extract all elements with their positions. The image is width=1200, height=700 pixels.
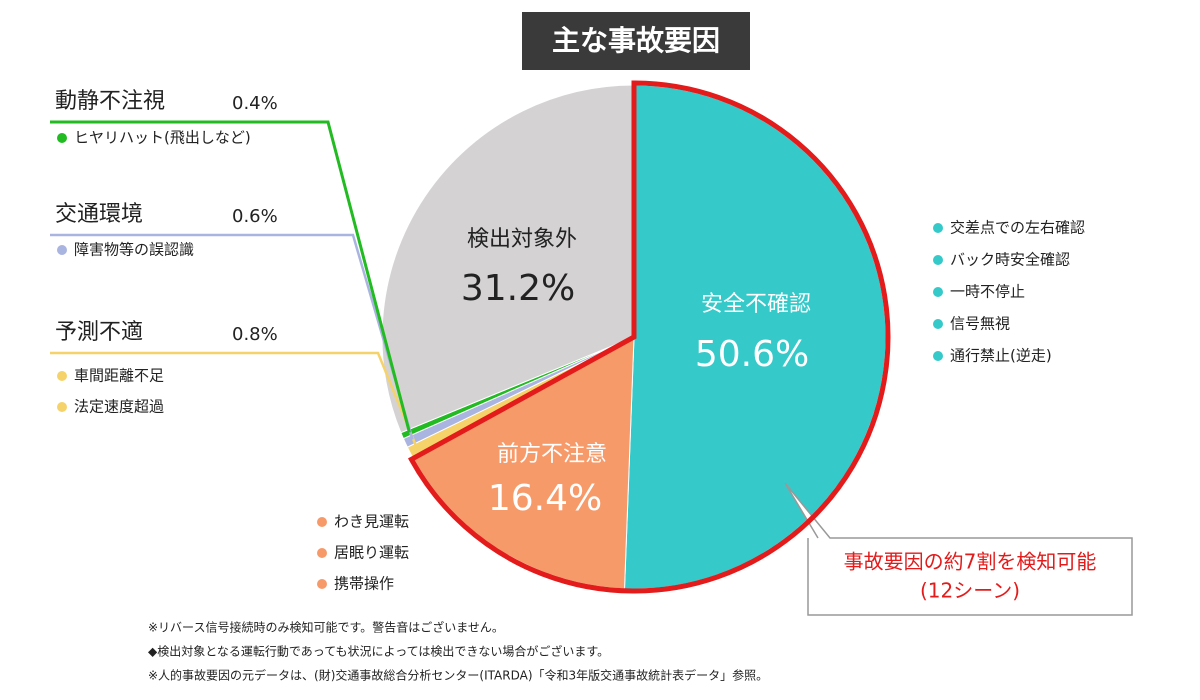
note: ◆検出対象となる運転行動であっても状況によっては検出できない場合がございます。: [148, 644, 609, 659]
bullet: [933, 223, 943, 233]
category-label: 動静不注視: [55, 89, 165, 114]
value-label: 0.4%: [232, 93, 278, 114]
sub-item: ヒヤリハット(飛出しなど): [74, 129, 251, 147]
bullet: [933, 319, 943, 329]
title-box: [522, 12, 750, 70]
value-label: 0.8%: [232, 324, 278, 345]
bullet: [317, 517, 327, 527]
value-label: 0.6%: [232, 206, 278, 227]
value-label: 50.6%: [695, 334, 809, 375]
leader-line: [50, 120, 411, 433]
sub-item: 交差点での左右確認: [950, 219, 1085, 237]
sub-item: 車間距離不足: [74, 367, 164, 385]
bullet: [317, 548, 327, 558]
callout-box: [784, 482, 1133, 616]
callout-text: 事故要因の約7割を検知可能: [844, 550, 1097, 574]
sub-item: 法定速度超過: [74, 398, 164, 416]
sub-item: 信号無視: [950, 315, 1010, 333]
sub-item: わき見運転: [334, 513, 409, 531]
slice-label: 前方不注意: [497, 442, 607, 467]
chart-title: 主な事故要因: [552, 24, 720, 57]
sub-item: 障害物等の誤認識: [74, 241, 194, 259]
note: ※リバース信号接続時のみ検知可能です。警告音はございません。: [148, 620, 504, 635]
sub-item: 一時不停止: [950, 283, 1025, 301]
sub-item: 携帯操作: [334, 575, 394, 593]
value-label: 31.2%: [461, 268, 575, 309]
category-label: 予測不適: [55, 320, 143, 345]
bullet: [57, 245, 67, 255]
bullet: [933, 351, 943, 361]
bullet: [57, 402, 67, 412]
bullet: [933, 287, 943, 297]
callout-text: (12シーン): [920, 579, 1020, 603]
note: ※人的事故要因の元データは、(財)交通事故総合分析センター(ITARDA)「令和…: [148, 668, 768, 683]
bullet: [317, 579, 327, 589]
pie: [381, 84, 887, 590]
sub-item: バック時安全確認: [950, 251, 1070, 269]
bullet: [57, 371, 67, 381]
sub-item: 居眠り運転: [334, 544, 409, 562]
category-label: 交通環境: [55, 202, 143, 227]
slice-label: 安全不確認: [701, 292, 811, 317]
highlight-border: [408, 80, 891, 594]
sub-item: 通行禁止(逆走): [950, 347, 1052, 365]
bullet: [57, 133, 67, 143]
value-label: 16.4%: [488, 478, 602, 519]
bullet: [933, 255, 943, 265]
slice-label: 検出対象外: [467, 227, 577, 252]
